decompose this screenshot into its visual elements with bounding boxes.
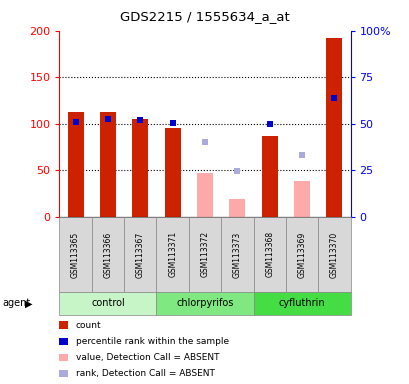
Point — [266, 121, 272, 127]
Bar — [326, 38, 342, 217]
Text: control: control — [91, 298, 124, 308]
Text: agent: agent — [2, 298, 30, 308]
Bar — [164, 127, 180, 217]
Text: ▶: ▶ — [25, 298, 33, 308]
Point — [104, 116, 111, 122]
Bar — [100, 112, 116, 217]
Point — [137, 117, 143, 123]
Point — [201, 139, 208, 146]
Text: GSM113373: GSM113373 — [232, 231, 241, 278]
Text: rank, Detection Call = ABSENT: rank, Detection Call = ABSENT — [76, 369, 214, 378]
Point — [169, 120, 175, 126]
Text: value, Detection Call = ABSENT: value, Detection Call = ABSENT — [76, 353, 219, 362]
Point — [234, 168, 240, 174]
Text: chlorpyrifos: chlorpyrifos — [176, 298, 233, 308]
Point — [330, 95, 337, 101]
Bar — [229, 199, 245, 217]
Point — [298, 152, 305, 158]
Text: GSM113370: GSM113370 — [329, 231, 338, 278]
Text: GSM113371: GSM113371 — [168, 231, 177, 278]
Bar — [261, 136, 277, 217]
Text: GSM113368: GSM113368 — [265, 231, 274, 278]
Text: GDS2215 / 1555634_a_at: GDS2215 / 1555634_a_at — [120, 10, 289, 23]
Point — [72, 119, 79, 125]
Text: GSM113369: GSM113369 — [297, 231, 306, 278]
Bar — [132, 119, 148, 217]
Text: percentile rank within the sample: percentile rank within the sample — [76, 337, 228, 346]
Text: GSM113372: GSM113372 — [200, 231, 209, 278]
Text: GSM113365: GSM113365 — [71, 231, 80, 278]
Bar — [196, 173, 213, 217]
Bar — [67, 112, 83, 217]
Text: count: count — [76, 321, 101, 330]
Text: GSM113367: GSM113367 — [135, 231, 144, 278]
Bar — [293, 180, 309, 217]
Text: GSM113366: GSM113366 — [103, 231, 112, 278]
Text: cyfluthrin: cyfluthrin — [278, 298, 325, 308]
